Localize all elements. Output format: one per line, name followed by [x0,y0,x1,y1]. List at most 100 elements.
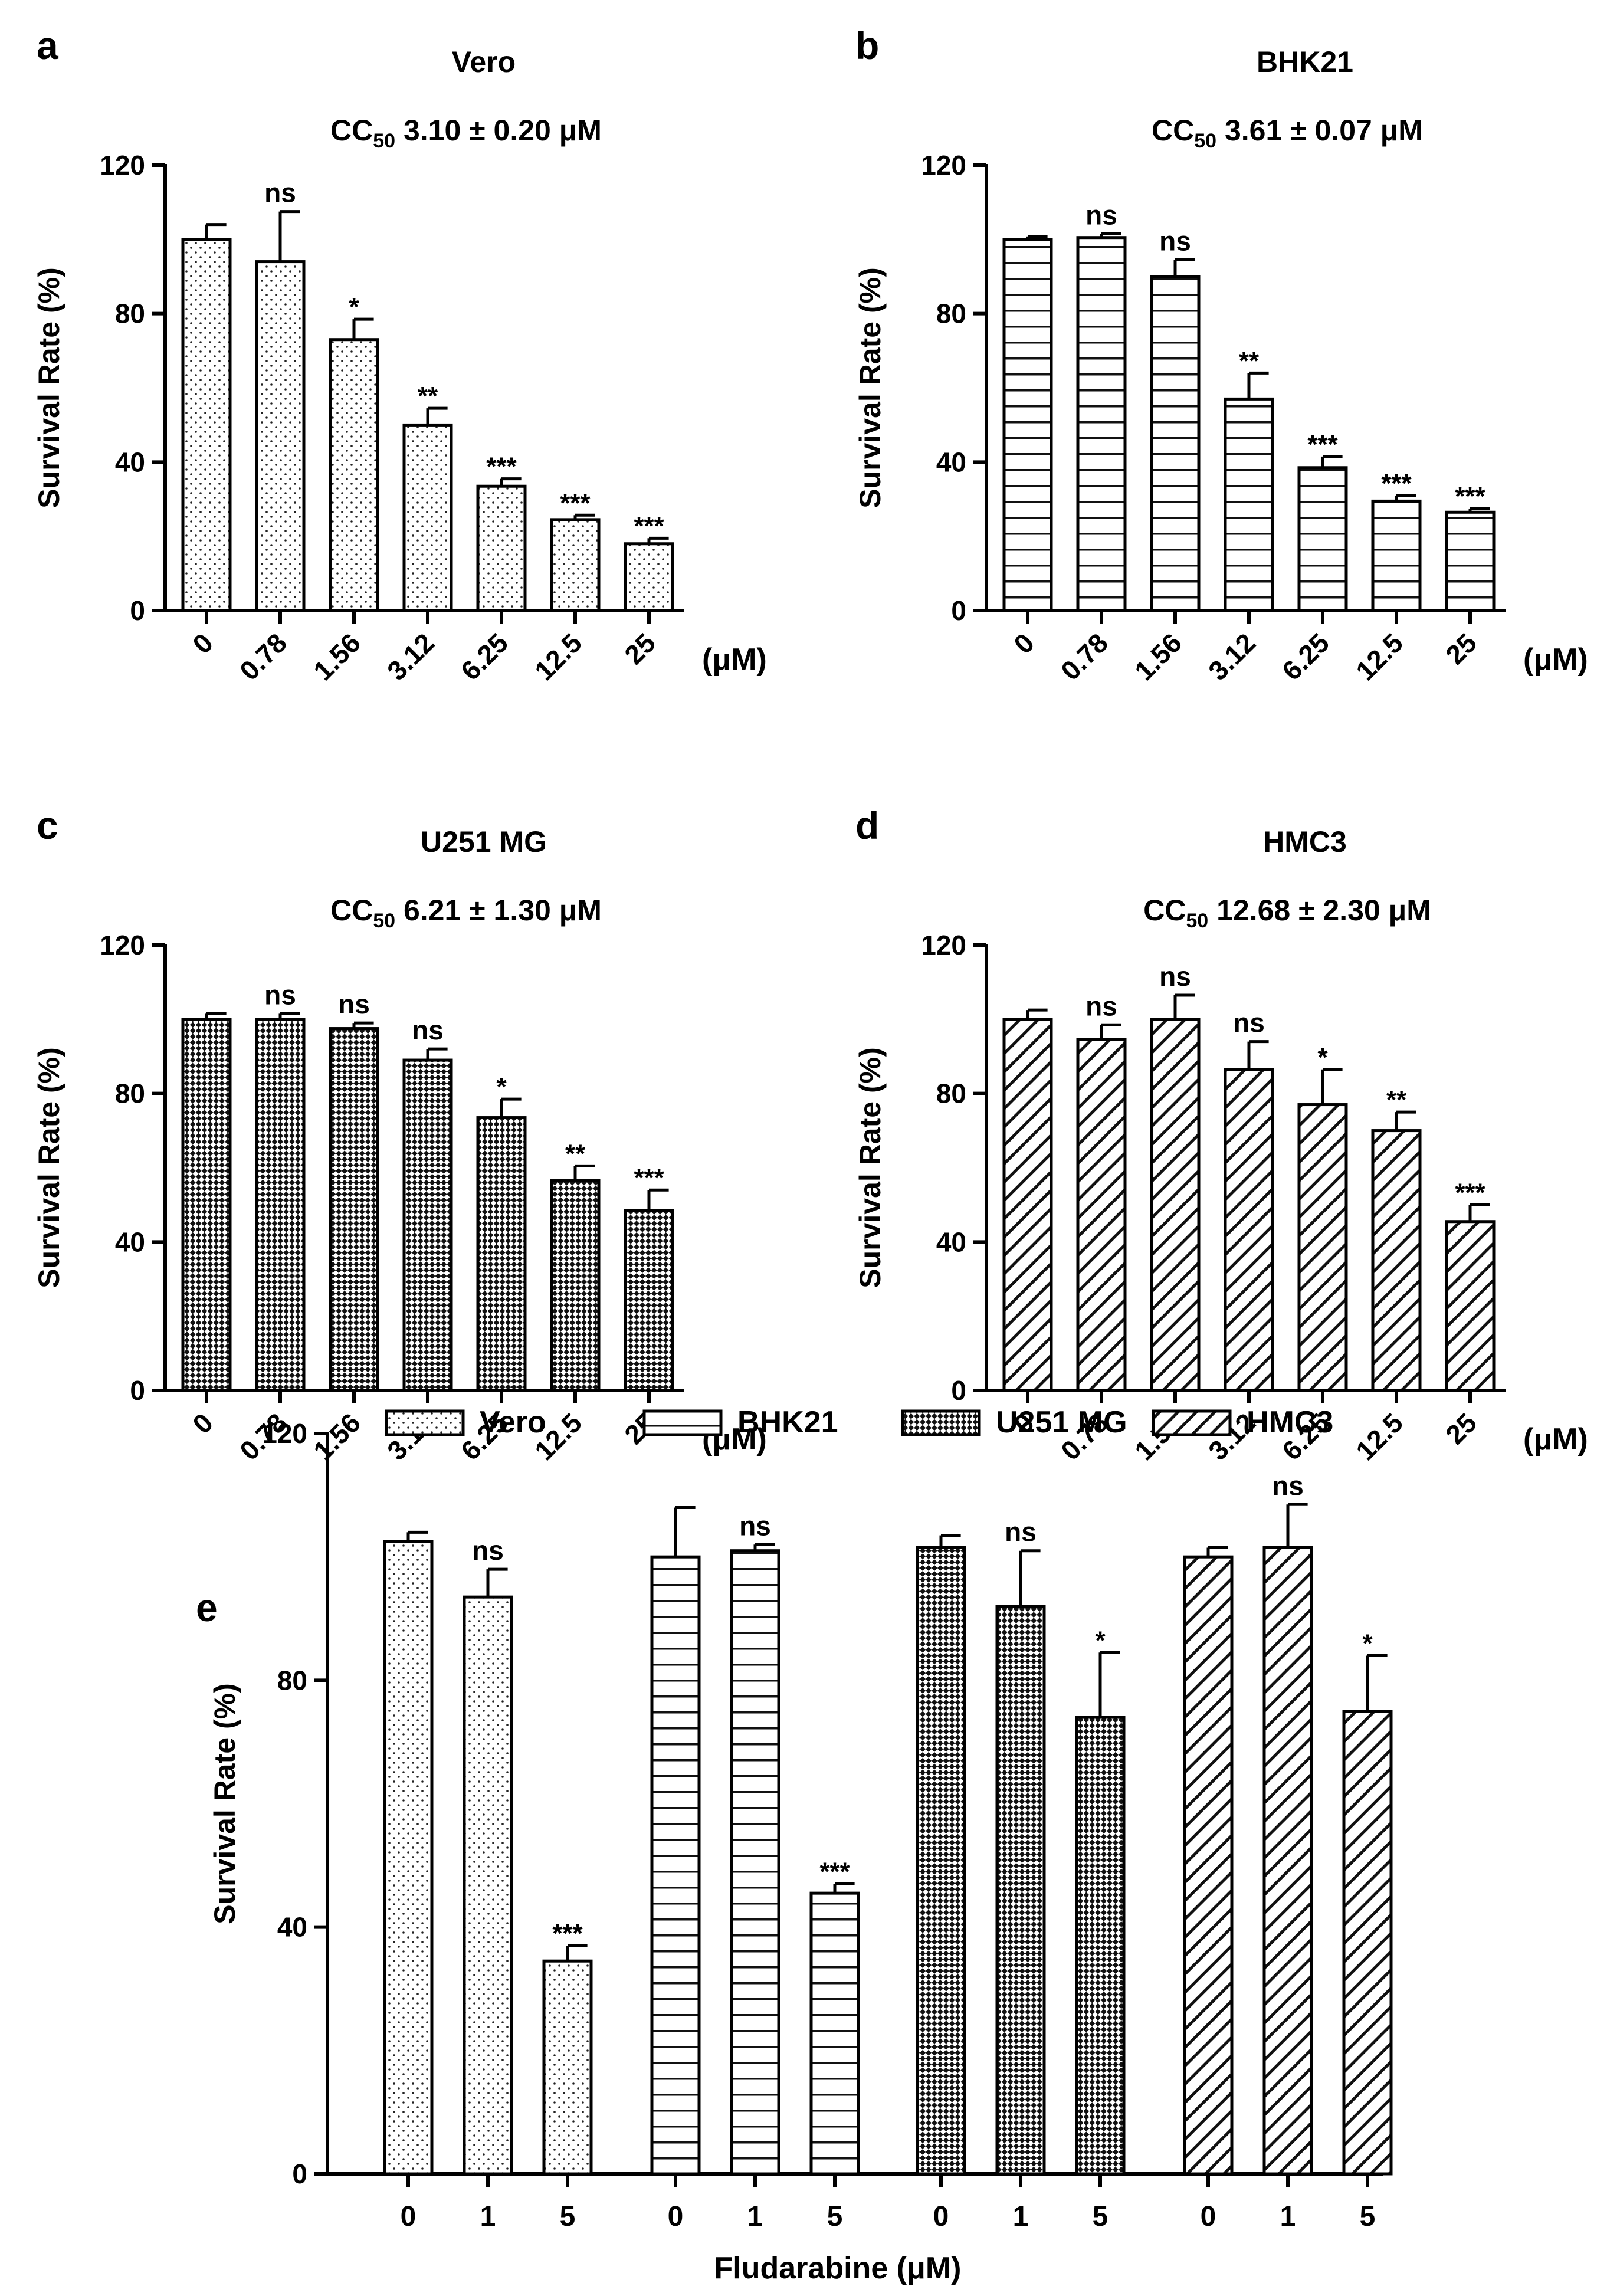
bar [383,1540,434,2176]
bar [1076,1038,1127,1392]
bar [181,1018,232,1392]
y-tick-label: 80 [936,1078,966,1109]
significance-label: ns [264,979,296,1010]
y-tick-label: 0 [951,1375,966,1406]
bar [463,1595,513,2176]
y-axis-label: Survival Rate (%) [854,1047,887,1288]
legend-swatch [642,1409,723,1436]
bar [730,1549,780,2176]
subtitle-cc: CC [1152,114,1194,147]
significance-label: *** [634,1163,664,1192]
significance-label: ** [1239,346,1260,375]
x-tick-label: 0 [186,1407,219,1439]
bar [476,1116,527,1392]
x-tick-label: 1 [747,2201,763,2232]
bar [1342,1710,1393,2176]
y-axis-label: Survival Rate (%) [208,1683,241,1924]
bar [550,518,601,612]
panel-letter-e: e [196,1586,218,1629]
bar [1150,1018,1201,1392]
y-tick-label: 120 [921,150,966,181]
bar [995,1605,1046,2176]
chart-title: U251 MG [421,825,547,858]
significance-label: ns [1159,961,1191,992]
x-tick-label: 5 [1093,2201,1108,2232]
significance-label: ns [1272,1470,1304,1501]
legend-item: Vero [385,1405,546,1439]
x-tick-label: 12.5 [1350,1407,1409,1466]
y-tick-label: 0 [130,1375,145,1406]
significance-label: ns [338,989,370,1019]
bar [916,1546,966,2176]
x-unit-label: (μM) [1523,1422,1588,1457]
significance-label: *** [1381,469,1412,498]
y-tick-label: 80 [115,1078,145,1109]
bar [1224,1068,1274,1392]
x-axis-label: Fludarabine (μM) [714,2251,962,2285]
y-tick-label: 80 [277,1665,307,1695]
subtitle-cc: CC [330,894,373,927]
y-tick-label: 0 [130,595,145,626]
bar [402,423,453,612]
chart-subtitle: CC50 3.61 ± 0.07 μM [1152,114,1423,152]
significance-label: *** [1455,482,1485,511]
x-tick-label: 1 [1013,2201,1029,2232]
x-tick-label: 5 [560,2201,576,2232]
bar [1297,1103,1348,1392]
y-tick-label: 40 [115,447,145,477]
panel-c-chart: U251 MG CC50 6.21 ± 1.30 μM 0 40 80 120 Surviv… [32,825,767,1466]
subtitle-value: 12.68 ± 2.30 μM [1208,894,1431,927]
x-unit-label: (μM) [1523,642,1588,677]
chart-subtitle: CC50 3.10 ± 0.20 μM [330,114,602,152]
bar [329,338,379,612]
subtitle-value: 3.10 ± 0.20 μM [395,114,602,147]
legend-item: BHK21 [642,1405,838,1439]
significance-label: ns [412,1015,444,1045]
x-unit-label: (μM) [702,642,767,677]
bar [329,1027,379,1392]
significance-label: *** [486,452,517,481]
x-tick-label: 5 [1360,2201,1376,2232]
x-tick-label: 0.78 [234,627,293,686]
x-tick-label: 25 [1439,1407,1483,1450]
x-tick-label: 25 [1439,627,1483,670]
bar [1445,1220,1496,1392]
significance-label: ns [1005,1517,1037,1547]
legend-swatch [385,1409,465,1436]
legend-swatch [901,1409,981,1436]
x-tick-label: 0 [1008,627,1040,660]
significance-label: ns [264,178,296,208]
panel-letter-d: d [855,803,879,847]
y-tick-label: 40 [936,1226,966,1257]
x-tick-label: 25 [618,627,661,670]
bar [1076,236,1127,612]
panel-letter-c: c [37,803,58,847]
y-tick-label: 80 [936,299,966,329]
bar [624,1209,674,1392]
bar [650,1555,701,2176]
bar [1002,1018,1053,1392]
legend-swatch [1152,1409,1232,1436]
bar [255,1018,306,1392]
x-tick-label: 6.25 [1276,627,1335,686]
chart-title: HMC3 [1263,825,1347,858]
significance-label: *** [552,1919,583,1948]
subtitle-cc: CC [1143,894,1186,927]
subtitle-value: 3.61 ± 0.07 μM [1216,114,1423,147]
significance-label: * [349,293,359,322]
x-tick-label: 0 [668,2201,684,2232]
legend-item: U251 MG [901,1405,1127,1439]
bar [255,260,306,612]
y-tick-label: 120 [100,930,145,960]
panel-a-chart: Vero CC50 3.10 ± 0.20 μM 0 40 80 120 Survival … [32,45,767,686]
chart-subtitle: CC50 12.68 ± 2.30 μM [1143,894,1431,932]
y-axis-label: Survival Rate (%) [32,267,65,508]
bar [1002,238,1053,612]
legend-item: HMC3 [1152,1405,1333,1439]
bar [1445,510,1496,612]
y-axis-label: Survival Rate (%) [32,1047,65,1288]
bar [1371,1129,1422,1392]
x-tick-label: 0 [401,2201,416,2232]
x-tick-label: 3.12 [381,627,440,686]
